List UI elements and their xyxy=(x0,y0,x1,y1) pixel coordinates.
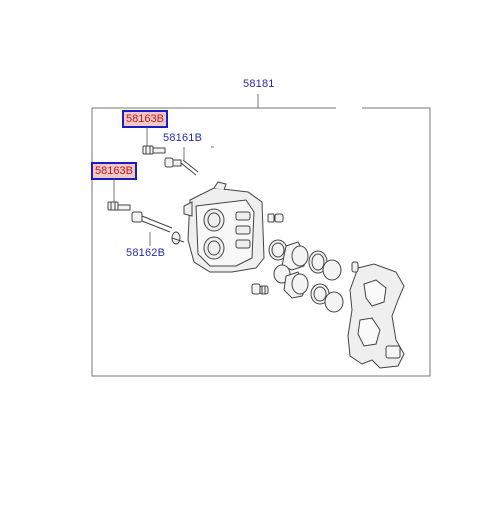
part-label-lower-guide-bolt[interactable]: 58163B xyxy=(91,162,137,180)
caliper-body-drawing xyxy=(183,181,265,273)
pistons-seals-drawing xyxy=(268,239,344,313)
caliper-bracket-drawing xyxy=(347,261,405,369)
bleeder-parts-drawing xyxy=(251,213,284,295)
assembly-frame xyxy=(91,107,431,377)
assembly-label: 58181 xyxy=(243,78,275,90)
upper-guide-bolt-drawing xyxy=(142,145,166,155)
lower-guide-pin-drawing xyxy=(131,211,185,245)
lower-guide-bolt-drawing xyxy=(107,201,131,211)
part-label-upper-guide-bolt[interactable]: 58163B xyxy=(122,110,168,128)
part-label-upper-guide-pin: 58161B xyxy=(163,132,203,144)
upper-guide-pin-drawing xyxy=(164,157,199,176)
part-label-lower-guide-pin: 58162B xyxy=(126,247,166,259)
